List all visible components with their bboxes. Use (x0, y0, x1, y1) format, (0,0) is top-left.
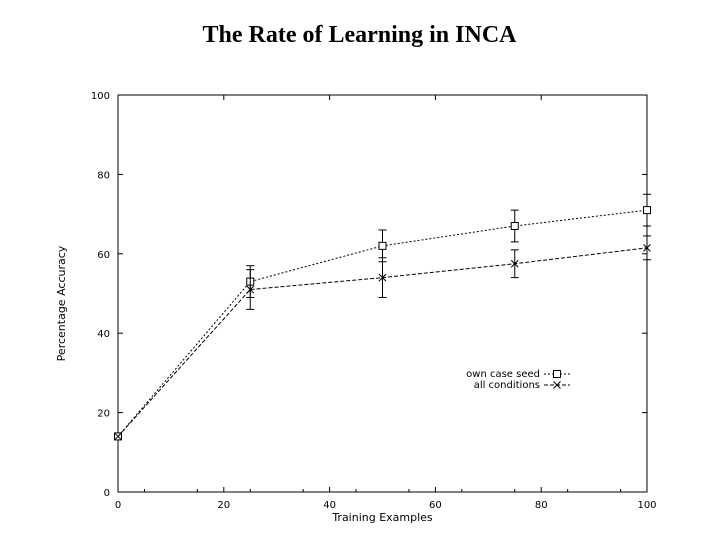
y-tick-label: 60 (97, 250, 110, 261)
y-tick-label: 40 (97, 329, 110, 340)
y-axis-label: Percentage Accuracy (55, 245, 68, 361)
axes: 0 20 40 60 80 100 0 20 40 60 80 100 Training Example… (55, 91, 657, 524)
legend-marker (553, 370, 561, 378)
plot-frame (117, 94, 648, 493)
legend-label: all conditions (474, 380, 540, 391)
data-point (378, 241, 387, 250)
series-own-case-seed (114, 193, 651, 441)
legend-label: own case seed (466, 369, 540, 380)
data-point (510, 222, 519, 231)
series-all-conditions (114, 235, 651, 441)
marker-stroke (114, 432, 122, 441)
series-layer (114, 193, 651, 441)
chart-title: The Rate of Learning in INCA (202, 22, 517, 48)
data-point (114, 432, 122, 441)
marker-stroke (510, 259, 519, 268)
x-axis-label: Training Examples (331, 511, 433, 524)
x-tick-label: 100 (637, 500, 656, 511)
y-tick-label: 0 (104, 488, 110, 499)
data-point (643, 243, 651, 252)
x-tick-label: 20 (217, 500, 230, 511)
x-tick-label: 40 (323, 500, 336, 511)
x-tick-label: 80 (535, 500, 548, 511)
marker-stroke (246, 285, 255, 294)
marker-stroke (378, 273, 387, 282)
marker-stroke (553, 381, 561, 389)
y-tick-label: 100 (91, 91, 110, 102)
legend-marker (553, 381, 561, 389)
marker-stroke (643, 243, 651, 252)
x-tick-label: 60 (429, 500, 442, 511)
y-tick-label: 80 (97, 170, 110, 181)
data-point (246, 285, 255, 294)
x-tick-label: 0 (115, 500, 121, 511)
data-point (643, 206, 651, 215)
y-tick-label: 20 (97, 409, 110, 420)
data-point (510, 259, 519, 268)
data-point (378, 273, 387, 282)
